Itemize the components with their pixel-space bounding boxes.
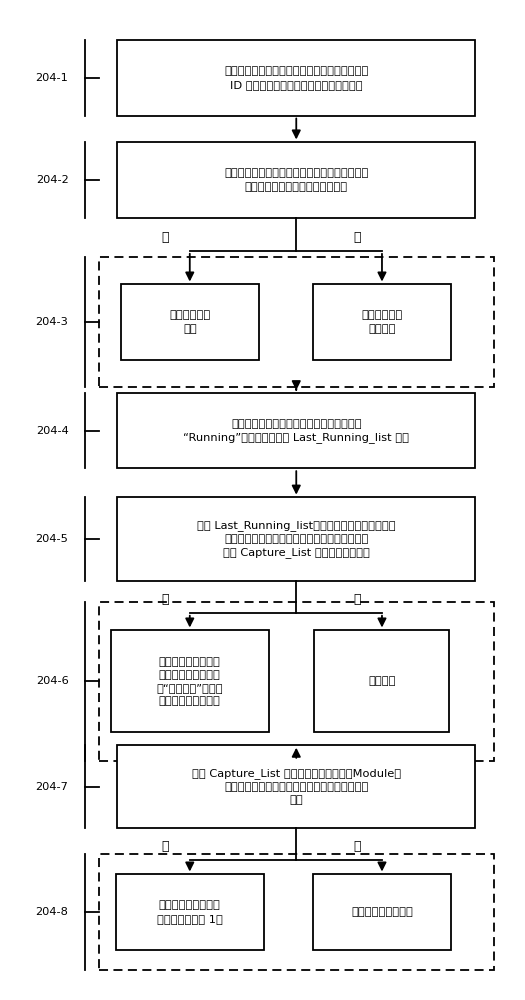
Text: 遍历 Last_Running_list，提取遍历事务的事务标识
及应用模块标识，按照事务标识和应用模块标识
在表 Capture_List 中查询是否存在；: 遍历 Last_Running_list，提取遍历事务的事务标识 及应用模块标识… [197,520,395,558]
Text: 204-8: 204-8 [36,907,69,917]
FancyBboxPatch shape [111,630,269,732]
FancyBboxPatch shape [117,393,476,468]
Text: 204-5: 204-5 [36,534,69,544]
FancyBboxPatch shape [116,874,264,950]
Text: 否: 否 [161,231,169,244]
Text: 更新事务执行累计频: 更新事务执行累计频 [351,907,413,917]
Text: 插入新记录，事务执
行累计频次设为 1；: 插入新记录，事务执 行累计频次设为 1； [157,900,223,924]
FancyBboxPatch shape [117,497,476,581]
Text: 遍历事务捕获列表，根据遍历记录，在大事务跟
踪表中查询该事务的记录是否存在: 遍历事务捕获列表，根据遍历记录，在大事务跟 踪表中查询该事务的记录是否存在 [224,168,369,192]
Text: 否: 否 [161,593,169,606]
Text: 是: 是 [353,840,361,853]
Text: 204-7: 204-7 [36,782,69,792]
Text: 更新该事务在大事务
跟踪表中的事务状态
为“运行结束”，监控
系统停止监控该事务: 更新该事务在大事务 跟踪表中的事务状态 为“运行结束”，监控 系统停止监控该事务 [156,657,223,706]
Text: 204-4: 204-4 [36,426,68,436]
Text: 204-2: 204-2 [36,175,68,185]
Text: 查询并提取大事务跟踪表中所有运行状态为
“Running”的事务记录入表 Last_Running_list 中；: 查询并提取大事务跟踪表中所有运行状态为 “Running”的事务记录入表 Las… [183,419,410,443]
Text: 204-6: 204-6 [36,676,68,686]
Text: 更新该事务的
运行时间: 更新该事务的 运行时间 [361,310,403,334]
Text: 新增一条事务
记录: 新增一条事务 记录 [169,310,211,334]
Text: 采样线程周期性地捕捉运行中的事务，按照事务
ID 号存储相关运行信息入事务捕获列表中: 采样线程周期性地捕捉运行中的事务，按照事务 ID 号存储相关运行信息入事务捕获列… [224,66,369,90]
Text: 按照 Capture_List 中记录的应用模块标识Module，
查询热点事务跟踪表中是否存有该应用模块的记
录；: 按照 Capture_List 中记录的应用模块标识Module， 查询热点事务… [192,768,401,805]
Text: 否: 否 [161,840,169,853]
Text: 204-1: 204-1 [36,73,69,83]
FancyBboxPatch shape [313,284,451,360]
Text: 204-3: 204-3 [36,317,69,327]
Text: 不做处理: 不做处理 [368,676,396,686]
FancyBboxPatch shape [314,630,449,732]
FancyBboxPatch shape [313,874,451,950]
FancyBboxPatch shape [117,40,476,116]
FancyBboxPatch shape [117,142,476,218]
Text: 是: 是 [353,231,361,244]
FancyBboxPatch shape [117,745,476,828]
FancyBboxPatch shape [121,284,259,360]
Text: 是: 是 [353,593,361,606]
